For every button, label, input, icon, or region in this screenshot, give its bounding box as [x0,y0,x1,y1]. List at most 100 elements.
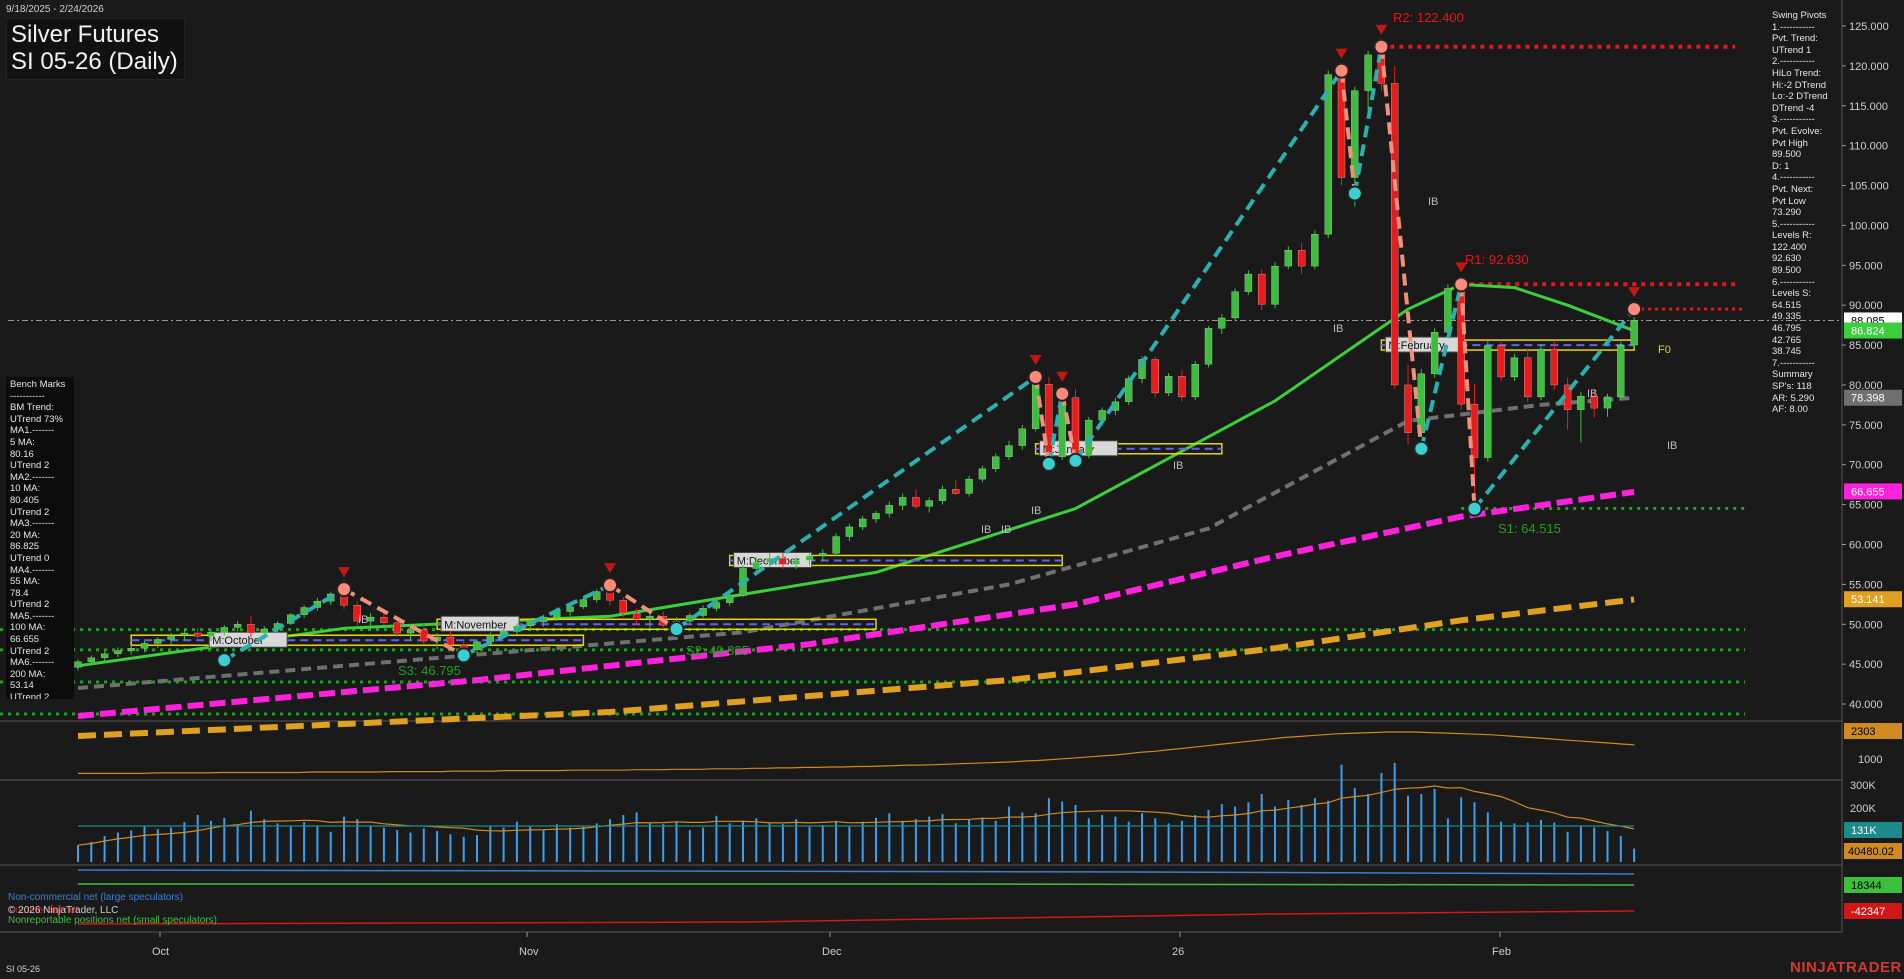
swing_pivots-line: 38.745 [1772,346,1802,358]
candle-body [992,456,1000,469]
bench_marks-line: MA6.------- [10,657,55,669]
candle-body [1204,328,1213,365]
swing-high-marker [1453,276,1470,293]
swing-down-segment [343,587,465,658]
volume-marker [1844,822,1902,838]
bench_marks-line: MA1.------- [10,425,55,437]
bench_marks-line: 66.655 [10,634,40,646]
price-marker [1844,389,1902,406]
candle-body [566,606,574,612]
candle-body [1497,345,1505,378]
swing_pivots-line: HiLo Trend: [1772,67,1822,79]
swing-high-marker [1333,62,1350,79]
candle-body [366,616,375,622]
candle-body [154,639,162,644]
down-arrow-icon [1455,262,1468,273]
candle-body [779,557,787,565]
candle-body [87,657,95,662]
candle-body [1284,249,1292,267]
candle-body [74,661,82,668]
candle-body [792,560,800,565]
swing-up-segment [1472,307,1636,510]
candle-body [1045,384,1053,457]
candle-body [579,599,588,607]
swing_pivots-line: 42.765 [1772,334,1802,346]
ib-label: IB [1428,196,1438,208]
bench_marks-line: 20 MA: [10,529,41,541]
swing_pivots-line: 2.----------- [1772,56,1815,68]
swing_pivots-line: 92.630 [1772,253,1802,265]
swing-high-marker [1054,385,1071,402]
swing-pivots-panel: Swing Pivots 1.----------- Pvt. Trend: UTre… [1772,10,1834,416]
swing-up-segment [675,375,1037,631]
candle-body [1018,428,1026,446]
volume-avg-marker-label: 40480.02 [1848,846,1894,858]
time-tick-label: Nov [519,946,539,958]
f0-label: F0 [1658,344,1671,356]
swing-high-marker [1027,368,1044,385]
swing-low-marker [216,652,233,669]
time-tick-label: Oct [152,946,169,958]
price-tick-label: 40.000 [1849,699,1883,711]
price-axis: 125.000 120.000 115.000 110.000 105.000 100.0… [1842,21,1889,711]
swing_pivots-line: AR: 5.290 [1772,392,1815,404]
price-tick-label: 80.000 [1849,380,1883,392]
nonreportable-line [78,883,1635,886]
price-tick-label: 65.000 [1849,500,1883,512]
down-arrow-icon [1029,354,1042,365]
oi-marker [1844,723,1902,739]
swing-low-marker [1346,185,1363,202]
ib-label: IB [1333,323,1343,335]
s1-label: S1: 64.515 [1498,521,1561,536]
price-tick-label: 95.000 [1849,260,1883,272]
bench-marks-panel: Bench Marks ----------- BM Trend: UTrend 73… [6,377,74,699]
candle-body [726,595,734,603]
symbol-footer: SI 05-26 [6,964,41,974]
legend-noncommercial: Non-commercial net (large speculators) [8,892,184,903]
candle-body [1218,317,1226,329]
candle-body [1244,273,1253,292]
bench_marks-line: MA2.------- [10,471,55,483]
bench_marks-line: 10 MA: [10,483,41,495]
swing_pivots-line: SP's: 118 [1772,381,1812,392]
swing_pivots-line: 4.----------- [1772,172,1815,184]
candle-body [1444,288,1452,333]
price-tick-label: 55.000 [1849,579,1883,591]
candle-body [1537,348,1545,398]
bench_marks-line: UTrend 0 [10,552,50,564]
cot-panel: 18344 -42347 [77,869,1902,925]
candle-body [1630,320,1638,346]
swing_pivots-line: Pvt. Trend: [1772,33,1818,45]
cot-marker-label: 18344 [1851,880,1882,892]
bench_marks-line: MA5.------- [10,610,55,622]
price-tick-label: 105.000 [1849,181,1889,193]
candle-body [406,629,415,634]
contract-period: SI 05-26 (Daily) [11,48,178,75]
r2-label: R2: 122.400 [1393,10,1464,25]
candle-body [1524,357,1532,398]
swing-up-segment [1419,283,1464,450]
swing_pivots-line: Pvt. Evolve: [1772,125,1823,137]
ib-label: IB [1031,505,1041,517]
volume-panel: 300K200K100K131K40480.02 [77,762,1902,862]
candle-body [420,629,428,642]
time-tick-label: Feb [1492,946,1511,958]
support-lines [0,506,1745,716]
candle-body [1005,445,1013,457]
month-label: M:October [212,635,264,647]
candle-body [1577,395,1585,410]
price-tick-label: 60.000 [1849,540,1883,552]
noncommercial-line [77,869,1635,875]
price-marker-label: 86.824 [1851,326,1885,338]
price-marker [1844,483,1902,500]
price-tick-label: 115.000 [1849,101,1888,113]
down-arrow-icon [1375,24,1388,35]
swing_pivots-line: Pvt High [1772,137,1808,149]
swing-lines [216,24,1643,669]
swing-down-segment [1033,376,1051,465]
ninjatrader-logo: NINJATRADER [1790,959,1902,976]
candle-body [446,636,455,646]
month-label: M:November [444,619,507,631]
ib-label: IB [981,524,991,536]
candle-body [1404,384,1412,433]
